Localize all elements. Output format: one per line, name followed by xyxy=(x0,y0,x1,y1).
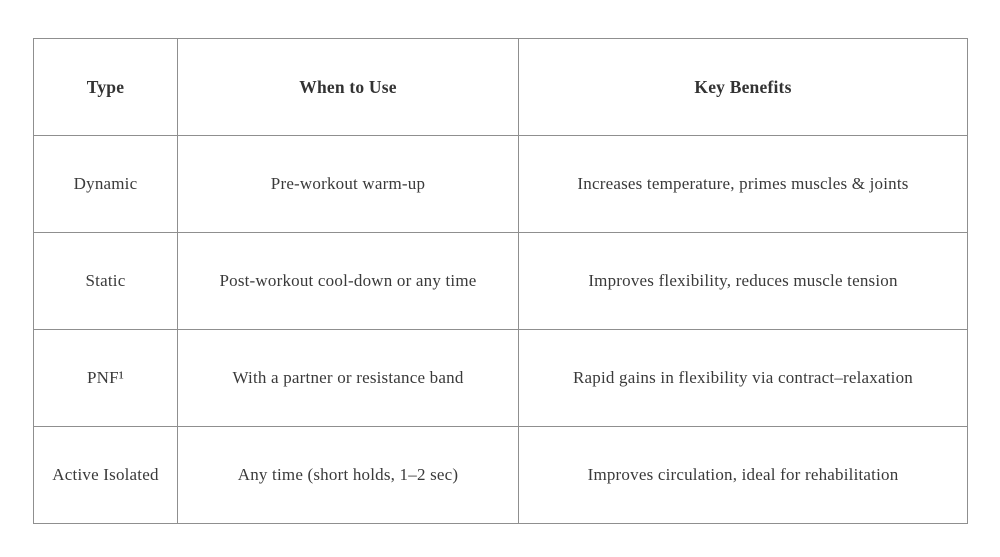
table-row-active-isolated: Active Isolated Any time (short holds, 1… xyxy=(33,426,968,524)
table-row-static: Static Post-workout cool-down or any tim… xyxy=(33,232,968,330)
header-cell-key-benefits: Key Benefits xyxy=(518,38,968,136)
cell-type: Active Isolated xyxy=(33,426,178,524)
cell-key-benefits: Increases temperature, primes muscles & … xyxy=(518,135,968,233)
header-cell-when-to-use: When to Use xyxy=(177,38,519,136)
table-row-pnf: PNF¹ With a partner or resistance band R… xyxy=(33,329,968,427)
stretching-comparison-table: Type When to Use Key Benefits Dynamic Pr… xyxy=(33,38,968,524)
cell-key-benefits: Improves circulation, ideal for rehabili… xyxy=(518,426,968,524)
cell-key-benefits: Rapid gains in flexibility via contract–… xyxy=(518,329,968,427)
header-row: Type When to Use Key Benefits xyxy=(33,38,968,136)
cell-when-to-use: Pre-workout warm-up xyxy=(177,135,519,233)
cell-type: PNF¹ xyxy=(33,329,178,427)
table-row-dynamic: Dynamic Pre-workout warm-up Increases te… xyxy=(33,135,968,233)
cell-key-benefits: Improves flexibility, reduces muscle ten… xyxy=(518,232,968,330)
cell-type: Static xyxy=(33,232,178,330)
cell-when-to-use: Post-workout cool-down or any time xyxy=(177,232,519,330)
header-cell-type: Type xyxy=(33,38,178,136)
cell-when-to-use: Any time (short holds, 1–2 sec) xyxy=(177,426,519,524)
cell-type: Dynamic xyxy=(33,135,178,233)
cell-when-to-use: With a partner or resistance band xyxy=(177,329,519,427)
